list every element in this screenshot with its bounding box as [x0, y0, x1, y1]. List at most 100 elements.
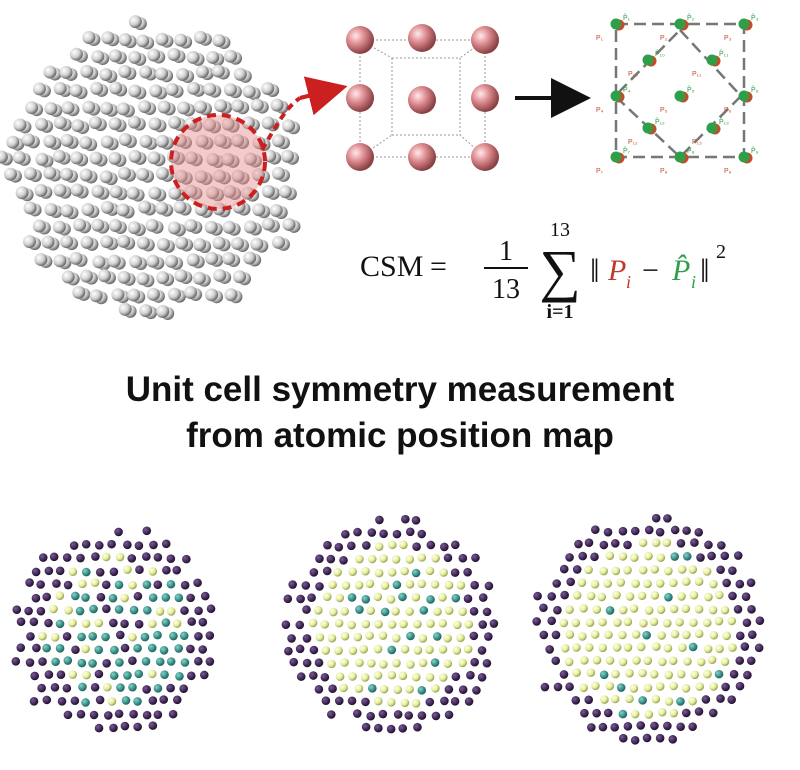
teal-atom [81, 593, 90, 602]
purple-atom [603, 708, 613, 718]
ideal-point-label: P̂₂ [687, 14, 695, 22]
yellow-atom [374, 542, 384, 551]
teal-atom [128, 682, 137, 692]
gray-atom [70, 183, 84, 197]
gray-atom [43, 65, 57, 79]
purple-atom [477, 673, 487, 682]
gray-atom [282, 119, 296, 133]
gray-atom [175, 236, 189, 250]
gray-atom [91, 218, 105, 232]
yellow-atom [728, 643, 737, 652]
purple-atom [186, 593, 195, 603]
yellow-atom [444, 580, 454, 590]
yellow-atom [400, 644, 410, 654]
gray-atom [59, 167, 73, 181]
purple-atom [168, 709, 178, 719]
purple-atom [463, 594, 473, 603]
yellow-atom [355, 658, 364, 668]
purple-atom [716, 565, 725, 575]
purple-atom [149, 540, 158, 550]
yellow-atom [657, 707, 667, 717]
gray-atom [44, 202, 58, 216]
purple-atom [135, 565, 144, 575]
purple-atom [101, 580, 111, 590]
gray-atom [69, 47, 83, 61]
yellow-atom [636, 642, 646, 652]
caption-line-1: Unit cell symmetry measurement [125, 370, 675, 409]
purple-atom [199, 670, 209, 680]
teal-atom [426, 595, 435, 604]
teal-atom [368, 684, 377, 693]
yellow-atom [658, 657, 667, 667]
yellow-atom [463, 644, 473, 654]
yellow-atom [644, 710, 654, 719]
yellow-atom [629, 684, 639, 693]
purple-atom [194, 606, 203, 616]
teal-atom [134, 669, 144, 679]
yellow-atom [453, 620, 462, 630]
purple-atom [62, 553, 72, 562]
purple-atom [94, 723, 104, 733]
colored-cluster-3 [532, 513, 765, 745]
purple-atom [114, 527, 123, 537]
purple-atom [287, 634, 296, 643]
purple-atom [96, 592, 106, 602]
gray-atom [174, 169, 188, 183]
gray-atom [61, 101, 75, 115]
teal-atom [115, 658, 124, 667]
teal-atom [417, 686, 427, 695]
purple-atom [284, 646, 293, 656]
gray-atom [3, 167, 17, 181]
gray-atom [211, 64, 225, 78]
yellow-atom [348, 567, 357, 576]
purple-atom [295, 644, 305, 654]
gray-atom [231, 134, 245, 148]
purple-atom [599, 540, 609, 550]
gray-atom [25, 101, 39, 115]
purple-atom [565, 682, 574, 692]
yellow-atom [388, 540, 397, 550]
yellow-atom [361, 619, 371, 629]
yellow-atom [638, 565, 648, 575]
purple-atom [95, 695, 105, 705]
purple-atom [717, 541, 726, 550]
purple-atom [676, 538, 686, 548]
purple-atom [722, 578, 731, 588]
yellow-atom [625, 694, 634, 704]
gray-atom [139, 304, 153, 318]
gray-atom [194, 170, 208, 184]
yellow-atom [322, 592, 332, 601]
gray-atom [193, 100, 207, 114]
purple-atom [747, 630, 757, 640]
purple-atom [123, 540, 132, 550]
yellow-atom [452, 646, 462, 655]
gray-atom [214, 99, 228, 113]
teal-atom [77, 658, 87, 668]
teal-atom [51, 657, 60, 667]
purple-atom [704, 540, 713, 550]
yellow-atom [605, 551, 615, 560]
yellow-atom [649, 617, 659, 627]
teal-atom [110, 645, 119, 655]
yellow-atom [147, 669, 157, 679]
yellow-atom [365, 631, 374, 640]
purple-atom [592, 708, 601, 718]
purple-atom [401, 514, 410, 524]
gray-atom [6, 135, 20, 149]
yellow-atom [694, 629, 704, 639]
gray-atom [174, 269, 188, 283]
gray-atom [145, 218, 159, 232]
formula-exponent: 2 [716, 241, 726, 263]
yellow-atom [631, 579, 640, 588]
purple-atom [11, 656, 21, 666]
yellow-atom [599, 566, 608, 576]
gray-atom [23, 235, 37, 249]
formula-norm-open: ‖ [590, 253, 600, 290]
purple-atom [361, 722, 371, 732]
ideal-point [610, 18, 622, 30]
yellow-atom [387, 568, 397, 577]
gray-atom [242, 85, 256, 99]
yellow-atom [585, 618, 595, 628]
gray-atom [193, 30, 207, 44]
purple-atom [471, 553, 480, 563]
